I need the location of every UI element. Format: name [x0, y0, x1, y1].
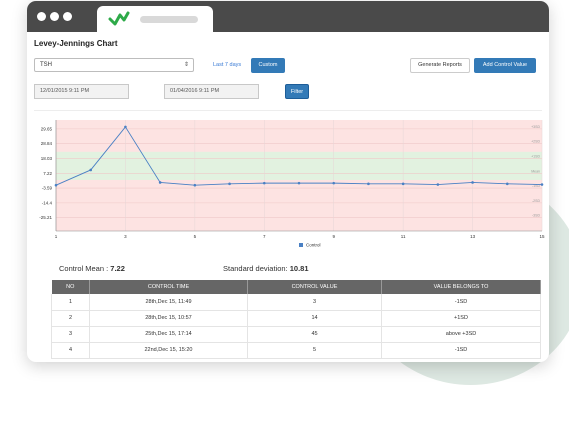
- cell-control-value: 45: [247, 326, 382, 343]
- table-row[interactable]: 2 28th,Dec 15, 10:57 14 +1SD: [51, 310, 541, 327]
- sd-label: +2SD: [531, 140, 540, 144]
- data-point: [228, 182, 231, 186]
- custom-button[interactable]: Custom: [251, 58, 285, 73]
- sd-label: -3SD: [532, 214, 540, 218]
- control-table: NO CONTROL TIME CONTROL VALUE VALUE BELO…: [51, 280, 541, 359]
- x-tick-label: 11: [401, 234, 406, 239]
- control-mean-label: Control Mean :: [59, 264, 109, 273]
- filter-button[interactable]: Filter: [285, 84, 309, 99]
- y-tick-label: -25.21: [39, 215, 52, 220]
- date-to-input[interactable]: 01/04/2016 9:11 PM: [164, 84, 259, 99]
- cell-control-time: 22nd,Dec 15, 15:20: [89, 342, 248, 359]
- standard-deviation: Standard deviation: 10.81: [223, 264, 309, 273]
- data-point: [89, 168, 93, 172]
- main-content: Levey-Jennings Chart TSH ⇕ Last 7 days C…: [27, 32, 549, 362]
- cell-value-belongs-to: above +3SD: [381, 326, 541, 343]
- table-header-row: NO CONTROL TIME CONTROL VALUE VALUE BELO…: [51, 280, 541, 294]
- browser-titlebar: [27, 1, 549, 33]
- divider: [34, 110, 542, 111]
- standard-deviation-label: Standard deviation:: [223, 264, 288, 273]
- header-value-belongs-to: VALUE BELONGS TO: [381, 280, 541, 294]
- test-select[interactable]: TSH ⇕: [34, 58, 194, 72]
- x-tick-label: 9: [332, 234, 335, 239]
- checkmark-icon: [108, 11, 130, 26]
- data-point: [540, 183, 544, 186]
- levey-jennings-chart: 29.65 +3SD 28.84 +2SD 18.03 +1SD 7.22 Mean -3.59…: [39, 120, 545, 248]
- cell-control-time: 28th,Dec 15, 10:57: [89, 310, 248, 327]
- cell-control-value: 5: [247, 342, 382, 359]
- cell-control-time: 28th,Dec 15, 11:49: [89, 294, 248, 311]
- data-point: [436, 183, 440, 186]
- sd-label: Mean: [531, 169, 540, 173]
- x-tick-label: 3: [124, 234, 127, 239]
- y-tick-label: 28.84: [41, 141, 53, 146]
- data-point: [471, 181, 474, 184]
- legend-swatch: [299, 243, 303, 247]
- cell-value-belongs-to: +1SD: [381, 310, 541, 327]
- control-mean: Control Mean : 7.22: [59, 264, 125, 273]
- data-point: [124, 125, 127, 129]
- header-control-time: CONTROL TIME: [89, 280, 248, 294]
- app-window: Levey-Jennings Chart TSH ⇕ Last 7 days C…: [27, 1, 549, 362]
- sd-label: -1SD: [532, 184, 540, 188]
- data-point: [193, 183, 197, 187]
- y-tick-label: -3.59: [42, 186, 53, 191]
- y-tick-label: 7.22: [43, 171, 52, 176]
- control-mean-value: 7.22: [110, 264, 125, 273]
- y-tick-label: 18.03: [41, 156, 53, 161]
- x-tick-label: 13: [470, 234, 476, 239]
- x-tick-label: 5: [194, 234, 197, 239]
- data-point: [262, 181, 266, 185]
- data-point: [54, 183, 58, 187]
- x-tick-label: 15: [539, 234, 545, 239]
- header-control-value: CONTROL VALUE: [247, 280, 382, 294]
- x-tick-label: 7: [263, 234, 266, 239]
- x-tick-label: 1: [55, 234, 58, 239]
- sd-label: +3SD: [531, 125, 540, 129]
- table-row[interactable]: 3 25th,Dec 15, 17:14 45 above +3SD: [51, 326, 541, 343]
- sd-band-green: [56, 151, 542, 180]
- date-from-input[interactable]: 12/01/2015 9:11 PM: [34, 84, 129, 99]
- cell-no: 3: [51, 326, 90, 343]
- last-7-days-link[interactable]: Last 7 days: [213, 62, 242, 68]
- cell-no: 1: [51, 294, 90, 311]
- cell-control-value: 14: [247, 310, 382, 327]
- cell-value-belongs-to: -1SD: [381, 294, 541, 311]
- window-dot-minimize[interactable]: [50, 12, 59, 21]
- select-arrows-icon: ⇕: [183, 62, 189, 68]
- sd-label: +1SD: [531, 154, 540, 158]
- cell-no: 2: [51, 310, 90, 327]
- sd-label: -2SD: [532, 199, 540, 203]
- window-dot-close[interactable]: [37, 12, 46, 21]
- cell-no: 4: [51, 342, 90, 359]
- header-no: NO: [51, 280, 90, 294]
- y-tick-label: 29.65: [41, 126, 53, 131]
- browser-tab[interactable]: [97, 6, 213, 33]
- legend-label: Control: [306, 243, 321, 248]
- data-point: [332, 181, 336, 185]
- data-point: [158, 181, 162, 184]
- tab-title-placeholder: [140, 16, 198, 23]
- data-point: [367, 182, 370, 186]
- table-row[interactable]: 4 22nd,Dec 15, 15:20 5 -1SD: [51, 342, 541, 359]
- cell-value-belongs-to: -1SD: [381, 342, 541, 359]
- table-row[interactable]: 1 28th,Dec 15, 11:49 3 -1SD: [51, 294, 541, 311]
- add-control-value-button[interactable]: Add Control Value: [474, 58, 536, 73]
- cell-control-time: 25th,Dec 15, 17:14: [89, 326, 248, 343]
- data-point: [505, 182, 509, 186]
- y-tick-label: -14.4: [42, 200, 53, 205]
- standard-deviation-value: 10.81: [289, 264, 309, 273]
- generate-reports-button[interactable]: Generate Reports: [410, 58, 470, 73]
- page-title: Levey-Jennings Chart: [34, 39, 118, 48]
- window-dot-maximize[interactable]: [63, 12, 72, 21]
- data-point: [297, 181, 301, 185]
- test-select-value: TSH: [40, 62, 52, 68]
- cell-control-value: 3: [247, 294, 382, 311]
- data-point: [401, 182, 405, 186]
